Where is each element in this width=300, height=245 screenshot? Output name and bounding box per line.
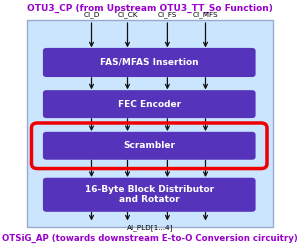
Text: OTSiG_AP (towards downstream E-to-O Conversion circuitry): OTSiG_AP (towards downstream E-to-O Conv… xyxy=(2,233,298,243)
FancyBboxPatch shape xyxy=(43,132,256,160)
Text: 16-Byte Block Distributor
and Rotator: 16-Byte Block Distributor and Rotator xyxy=(85,185,214,205)
FancyBboxPatch shape xyxy=(43,90,256,118)
Text: CI_CK: CI_CK xyxy=(117,12,138,18)
Text: FEC Encoder: FEC Encoder xyxy=(118,100,181,109)
Text: AI_PLD[1...4]: AI_PLD[1...4] xyxy=(127,224,173,231)
Text: FAS/MFAS Insertion: FAS/MFAS Insertion xyxy=(100,58,199,67)
FancyBboxPatch shape xyxy=(43,178,256,212)
Text: CI_FS: CI_FS xyxy=(158,12,177,18)
Text: OTU3_CP (from Upstream OTU3_TT_So Function): OTU3_CP (from Upstream OTU3_TT_So Functi… xyxy=(27,4,273,13)
Text: CI_MFS: CI_MFS xyxy=(193,12,218,18)
Text: Scrambler: Scrambler xyxy=(123,141,175,150)
Text: CI_D: CI_D xyxy=(83,12,100,18)
FancyBboxPatch shape xyxy=(43,48,256,77)
FancyBboxPatch shape xyxy=(27,20,273,227)
